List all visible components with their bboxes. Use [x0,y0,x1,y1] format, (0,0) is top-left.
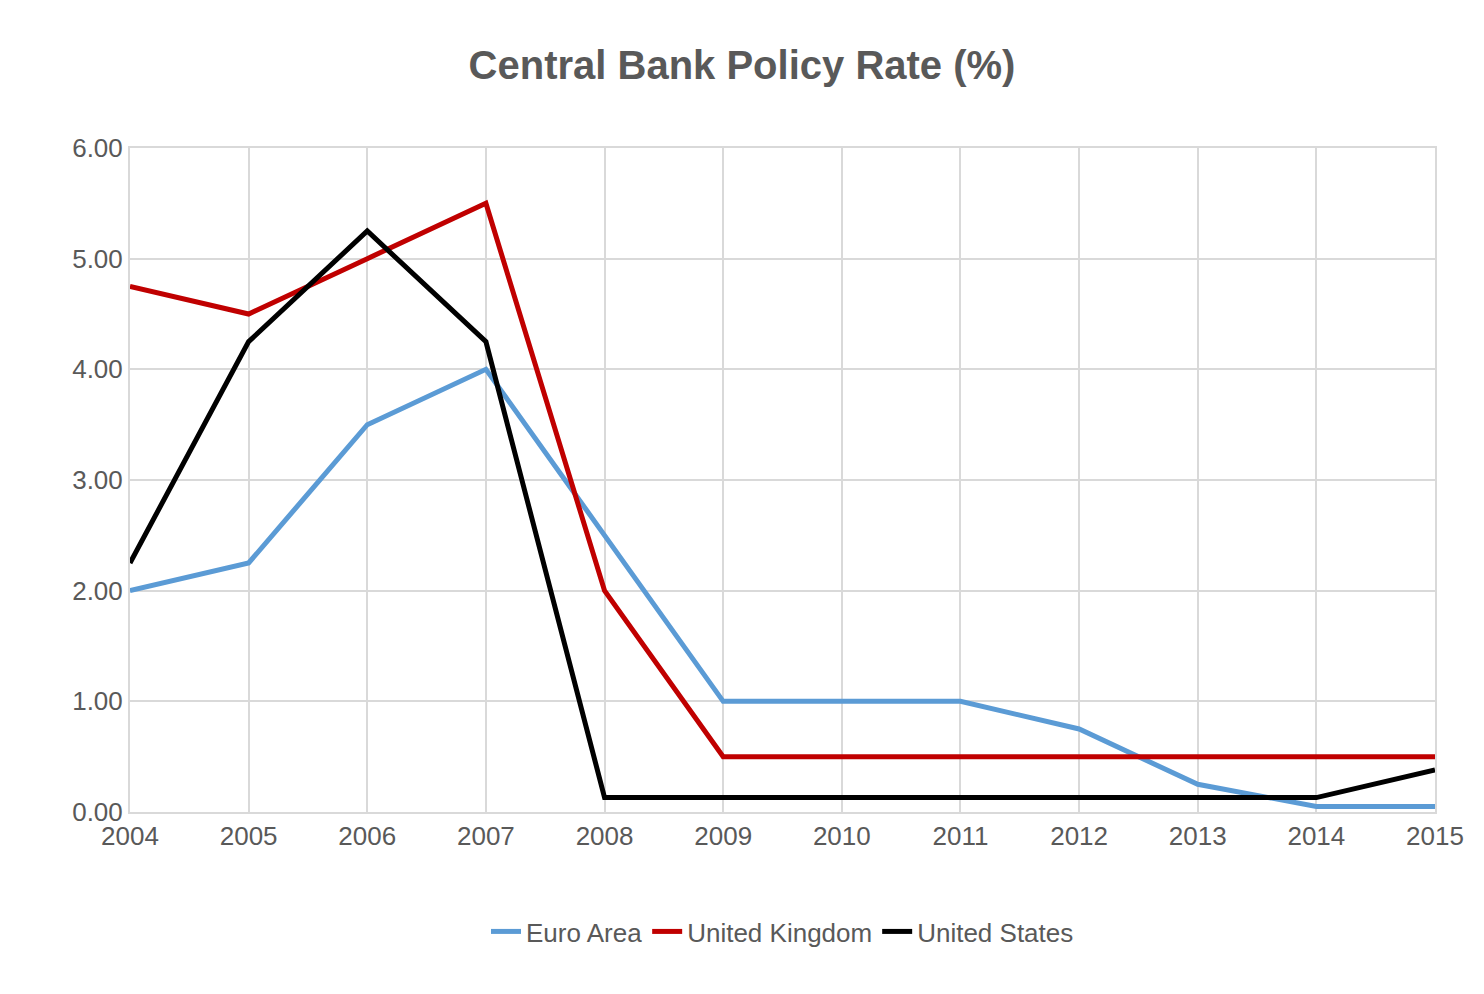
svg-text:Euro Area: Euro Area [526,918,642,948]
svg-text:Central Bank Policy Rate (%): Central Bank Policy Rate (%) [469,43,1016,87]
svg-text:United States: United States [917,918,1073,948]
svg-text:6.00: 6.00 [72,133,123,163]
svg-text:2006: 2006 [338,821,396,851]
svg-text:2013: 2013 [1169,821,1227,851]
svg-text:2012: 2012 [1050,821,1108,851]
svg-text:0.00: 0.00 [72,797,123,827]
svg-text:2005: 2005 [220,821,278,851]
svg-text:2004: 2004 [101,821,159,851]
svg-text:2009: 2009 [694,821,752,851]
svg-text:United Kingdom: United Kingdom [687,918,872,948]
svg-text:2010: 2010 [813,821,871,851]
svg-text:2015: 2015 [1406,821,1464,851]
svg-text:1.00: 1.00 [72,686,123,716]
svg-text:4.00: 4.00 [72,354,123,384]
svg-text:2.00: 2.00 [72,576,123,606]
svg-text:2008: 2008 [576,821,634,851]
svg-text:5.00: 5.00 [72,244,123,274]
svg-text:2011: 2011 [932,821,988,851]
svg-text:2014: 2014 [1287,821,1345,851]
svg-text:3.00: 3.00 [72,465,123,495]
svg-text:2007: 2007 [457,821,515,851]
